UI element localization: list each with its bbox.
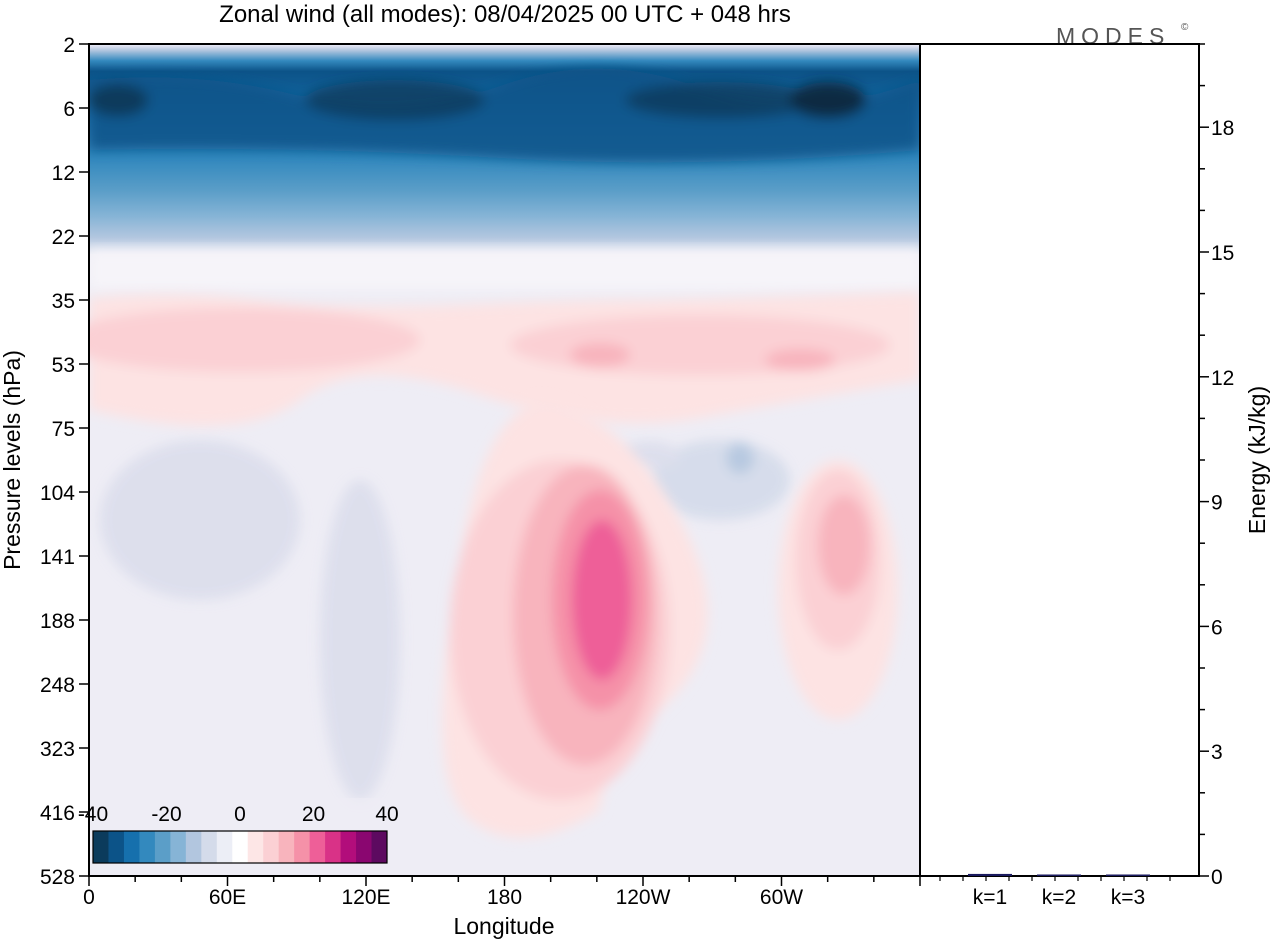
- colorbar-label: -40: [78, 803, 108, 826]
- energy-frame: [919, 43, 1200, 877]
- colorbar-swatch: [247, 831, 264, 863]
- energy-bar: [968, 873, 1012, 876]
- colorbar-swatch: [185, 831, 202, 863]
- y-axis: 2 6 12 22 35 53 75 104 141 188 248 323 416 528: [40, 34, 89, 889]
- x-tick-label: 180: [487, 886, 522, 909]
- colorbar-swatch: [294, 831, 311, 863]
- y-tick-label: 35: [52, 290, 75, 313]
- heatmap-transition: [89, 250, 920, 290]
- colorbar-swatch: [309, 831, 326, 863]
- colorbar-swatch: [356, 831, 373, 863]
- colorbar-label: 40: [375, 803, 398, 826]
- y-tick-label: 323: [40, 738, 75, 761]
- x-axis-title: Longitude: [453, 913, 554, 939]
- y-tick-label: 75: [52, 418, 75, 441]
- energy-tick-label: 6: [1211, 616, 1223, 639]
- y-tick-label: 141: [40, 546, 75, 569]
- energy-tick-label: 9: [1211, 492, 1223, 515]
- colorbar-swatch: [123, 831, 140, 863]
- colorbar-label: 0: [234, 803, 246, 826]
- energy-bars: k=1 k=2 k=3: [939, 873, 1171, 909]
- colorbar-swatch: [278, 831, 295, 863]
- energy-axis-title: Energy (kJ/kg): [1244, 386, 1270, 534]
- colorbar: -40 -20 0 20 40: [78, 798, 399, 867]
- colorbar-swatch: [216, 831, 233, 863]
- colorbar-swatch: [154, 831, 171, 863]
- heatmap-jet-secondary: [778, 460, 898, 720]
- x-tick-label: 60E: [209, 886, 246, 909]
- x-axis: 0 60E 120E 180 120W 60W: [83, 876, 921, 909]
- energy-axis: 0 3 6 9 12 15 18: [1199, 43, 1234, 889]
- brand-logo: MODES: [1056, 23, 1170, 49]
- y-tick-label: 248: [40, 674, 75, 697]
- y-tick-label: 104: [40, 482, 75, 505]
- colorbar-swatch: [170, 831, 187, 863]
- y-tick-label: 22: [52, 226, 75, 249]
- y-tick-label: 416: [40, 802, 75, 825]
- colorbar-label: -20: [151, 803, 181, 826]
- colorbar-swatch: [93, 831, 109, 863]
- energy-tick-label: 18: [1211, 117, 1234, 140]
- heatmap-trop-blue: [100, 440, 790, 800]
- colorbar-swatch: [263, 831, 280, 863]
- x-tick-label: 120E: [341, 886, 390, 909]
- colorbar-swatch: [108, 831, 125, 863]
- energy-bar: [1106, 874, 1150, 876]
- heatmap-west-band: [89, 292, 920, 426]
- energy-tick-label: 3: [1211, 741, 1223, 764]
- heatmap-jet-core: [442, 400, 708, 838]
- heatmap-strat-cores: [89, 68, 920, 163]
- energy-category-label: k=2: [1042, 886, 1076, 909]
- energy-tick-label: 15: [1211, 242, 1234, 265]
- energy-category-label: k=3: [1111, 886, 1145, 909]
- energy-tick-label: 12: [1211, 367, 1234, 390]
- energy-bar: [1037, 874, 1081, 876]
- colorbar-swatch: [232, 831, 249, 863]
- colorbar-frame: [92, 830, 388, 864]
- y-axis-title: Pressure levels (hPa): [0, 350, 25, 570]
- y-tick-label: 6: [63, 98, 75, 121]
- heatmap-field: [89, 44, 920, 876]
- y-tick-label: 12: [52, 162, 75, 185]
- y-tick-label: 188: [40, 610, 75, 633]
- y-tick-label: 528: [40, 866, 75, 889]
- x-tick-label: 120W: [616, 886, 671, 909]
- colorbar-swatch: [139, 831, 156, 863]
- colorbar-swatch: [340, 831, 357, 863]
- chart-title: Zonal wind (all modes): 08/04/2025 00 UT…: [219, 1, 791, 28]
- colorbar-swatch: [325, 831, 342, 863]
- x-tick-label: 60W: [760, 886, 803, 909]
- energy-category-label: k=1: [973, 886, 1007, 909]
- colorbar-label: 20: [302, 803, 325, 826]
- y-tick-label: 53: [52, 354, 75, 377]
- brand-mark: ©: [1181, 22, 1189, 33]
- colorbar-swatch: [201, 831, 218, 863]
- y-tick-label: 2: [63, 34, 75, 57]
- x-tick-label: 0: [83, 886, 95, 909]
- energy-tick-label: 0: [1211, 866, 1223, 889]
- colorbar-swatch: [371, 831, 388, 863]
